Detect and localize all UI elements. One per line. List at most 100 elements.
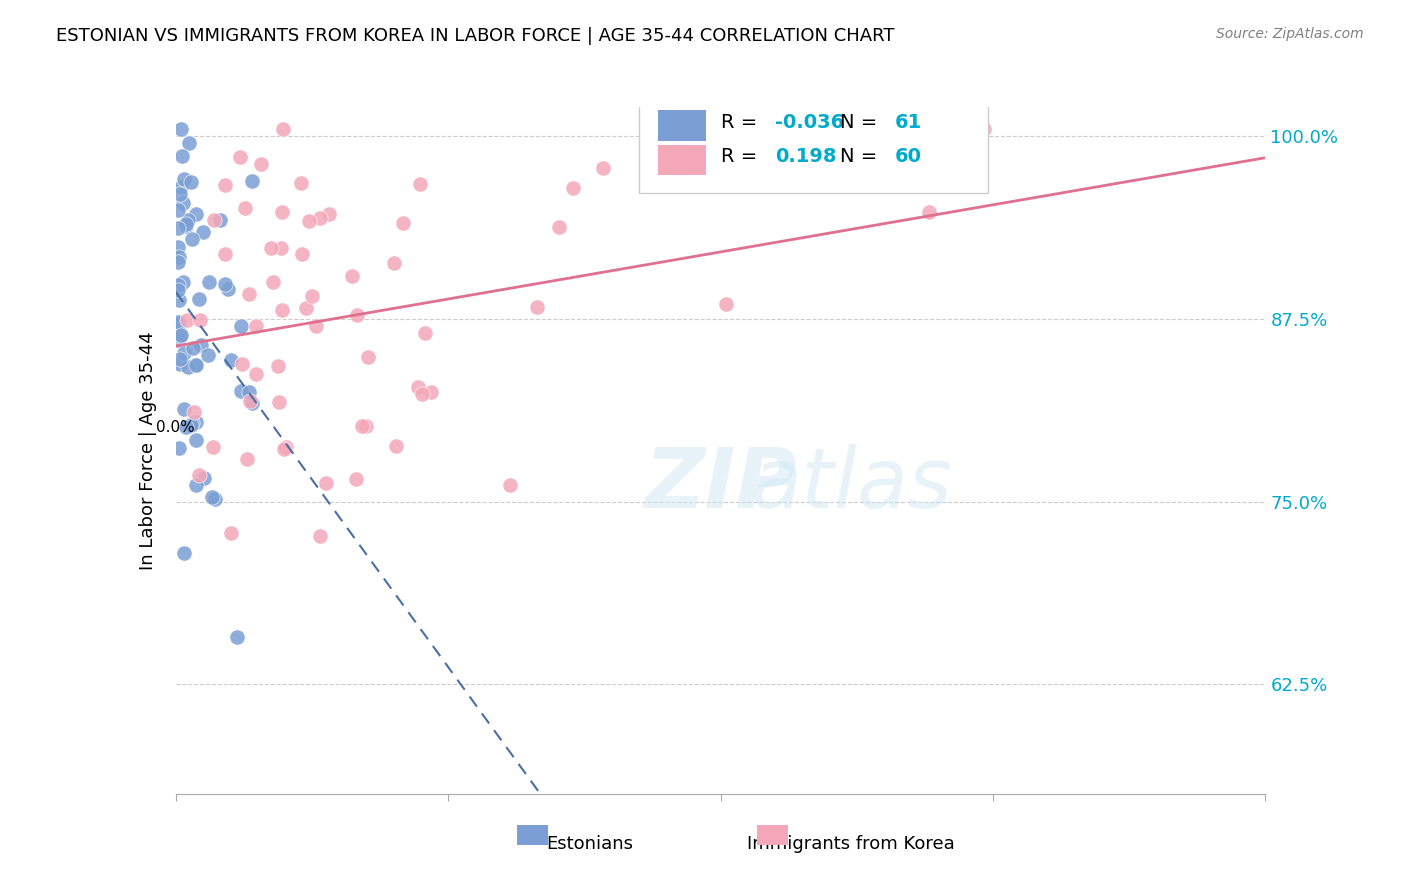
Point [340,268,363,283]
Point [167,250,190,264]
Point [262,275,284,289]
Point [973,122,995,136]
Point [172,195,194,210]
Point [173,546,195,560]
Point [190,337,212,351]
Text: N =: N = [841,147,884,166]
Point [290,176,312,190]
Point [214,178,236,193]
Text: Source: ZipAtlas.com: Source: ZipAtlas.com [1216,27,1364,41]
Point [245,319,267,334]
Point [186,433,208,447]
Point [239,393,262,408]
Point [315,475,337,490]
Point [236,452,259,467]
Point [240,174,263,188]
Point [382,256,405,270]
FancyBboxPatch shape [658,145,706,175]
Point [184,207,207,221]
Text: 0.198: 0.198 [775,147,837,166]
Text: Immigrants from Korea: Immigrants from Korea [748,835,955,853]
Point [169,328,191,343]
Point [309,211,332,226]
Point [176,420,198,434]
Point [204,491,226,506]
Text: N =: N = [841,112,884,132]
Point [214,247,236,261]
Point [181,416,204,430]
Point [229,318,252,333]
Point [229,150,252,164]
Text: ZIP: ZIP [644,444,797,525]
Point [714,296,737,310]
Point [191,225,214,239]
Point [273,442,295,456]
Point [354,418,377,433]
Point [498,478,520,492]
FancyBboxPatch shape [658,111,706,141]
Point [180,418,202,433]
Point [294,301,316,315]
Point [177,136,200,150]
Point [548,220,571,235]
Point [309,528,332,542]
Text: 0.0%: 0.0% [156,419,195,434]
Point [193,471,215,485]
Point [172,149,194,163]
Point [167,278,190,293]
FancyBboxPatch shape [756,825,789,845]
Point [409,177,432,191]
Point [592,161,614,175]
Point [169,357,191,371]
Point [184,359,207,373]
Point [231,358,253,372]
Point [172,275,194,289]
Point [181,341,204,355]
Text: -0.036: -0.036 [775,112,845,132]
Point [201,490,224,504]
Point [352,419,374,434]
Point [420,384,443,399]
Point [270,241,292,255]
Point [197,348,219,362]
Point [562,181,585,195]
Point [184,477,207,491]
Point [267,394,290,409]
Point [167,333,190,347]
Point [167,255,190,269]
Point [301,289,323,303]
Point [267,359,290,374]
Point [177,360,200,375]
Point [169,351,191,366]
Point [238,385,260,400]
Text: 61: 61 [896,112,922,132]
Point [411,386,433,401]
Point [270,302,292,317]
Point [202,213,225,227]
Point [240,396,263,410]
Point [250,157,273,171]
Text: R =: R = [721,147,763,166]
Point [356,350,378,364]
Point [167,283,190,297]
Point [169,441,191,455]
Text: ESTONIAN VS IMMIGRANTS FROM KOREA IN LABOR FORCE | AGE 35-44 CORRELATION CHART: ESTONIAN VS IMMIGRANTS FROM KOREA IN LAB… [56,27,894,45]
Y-axis label: In Labor Force | Age 35-44: In Labor Force | Age 35-44 [139,331,157,570]
Point [184,358,207,372]
Point [176,313,198,327]
Point [177,212,200,227]
Point [173,401,195,416]
Point [188,313,211,327]
Point [221,352,243,367]
Point [214,277,236,292]
Text: 60: 60 [896,147,922,166]
Point [180,232,202,246]
Point [167,318,190,332]
Point [167,202,190,217]
Point [274,440,297,454]
Point [208,213,231,227]
Point [174,219,197,234]
Point [188,468,211,483]
Point [290,246,312,260]
FancyBboxPatch shape [638,90,987,193]
